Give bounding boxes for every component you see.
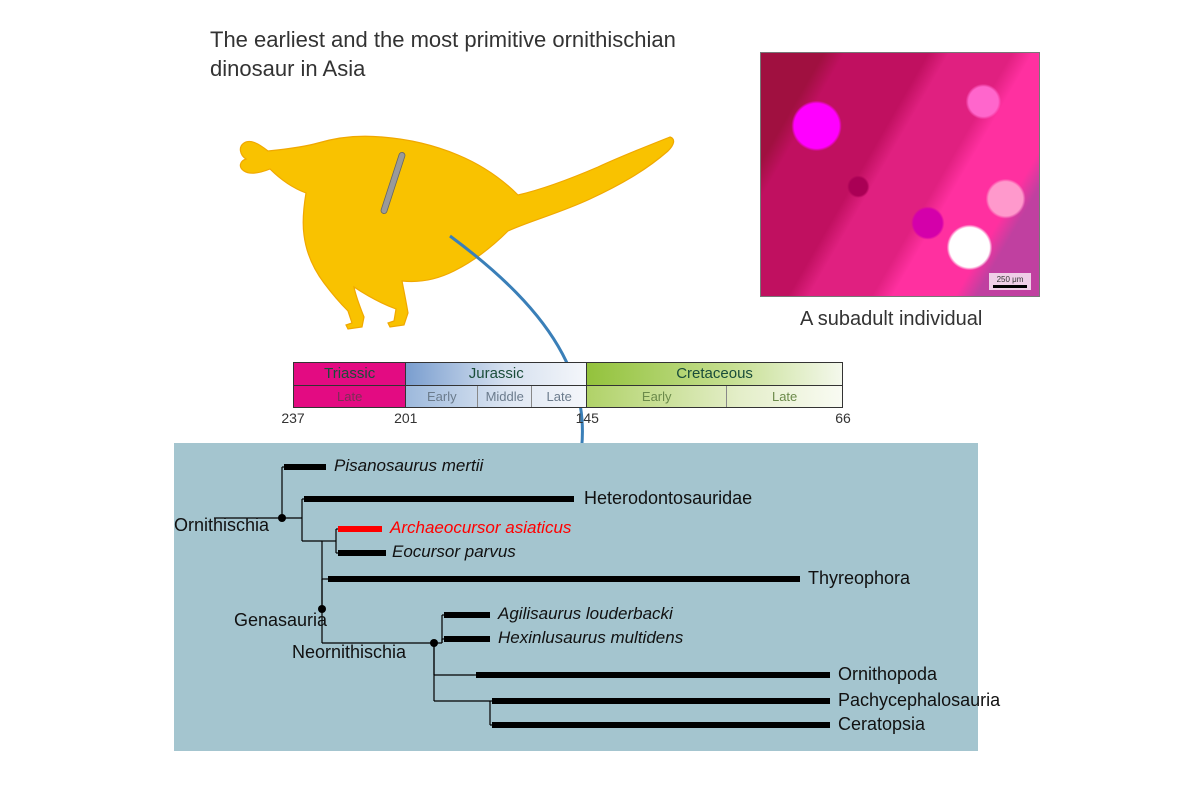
taxon-label: Archaeocursor asiaticus xyxy=(390,518,571,538)
epoch-label: Late xyxy=(532,386,586,408)
period-label: Triassic xyxy=(294,363,405,386)
timeline-ticks: 23720114566 xyxy=(293,410,843,430)
epoch-label: Late xyxy=(727,386,842,408)
taxon-label: Pisanosaurus mertii xyxy=(334,456,483,476)
period-jurassic: JurassicEarlyMiddleLate xyxy=(406,363,587,407)
timeline-tick: 145 xyxy=(576,410,599,426)
page-title: The earliest and the most primitive orni… xyxy=(210,26,730,83)
histology-image: 250 μm xyxy=(760,52,1040,297)
timeline-tick: 201 xyxy=(394,410,417,426)
taxon-label: Ornithopoda xyxy=(838,664,937,685)
taxon-label: Thyreophora xyxy=(808,568,910,589)
clade-label: Ornithischia xyxy=(174,515,269,536)
period-cretaceous: CretaceousEarlyLate xyxy=(587,363,842,407)
clade-label: Genasauria xyxy=(234,610,327,631)
timeline-tick: 237 xyxy=(281,410,304,426)
scale-bar: 250 μm xyxy=(989,273,1031,290)
taxon-label: Pachycephalosauria xyxy=(838,690,1000,711)
epoch-label: Early xyxy=(406,386,478,408)
taxon-label: Eocursor parvus xyxy=(392,542,516,562)
period-triassic: TriassicLate xyxy=(294,363,406,407)
epoch-label: Middle xyxy=(478,386,532,408)
epoch-label: Late xyxy=(294,386,405,408)
taxon-label: Hexinlusaurus multidens xyxy=(498,628,683,648)
histology-caption: A subadult individual xyxy=(800,308,982,331)
epoch-label: Early xyxy=(587,386,727,408)
taxon-label: Agilisaurus louderbacki xyxy=(498,604,673,624)
clade-label: Neornithischia xyxy=(292,642,406,663)
dinosaur-silhouette xyxy=(230,95,680,335)
geologic-timeline: TriassicLateJurassicEarlyMiddleLateCreta… xyxy=(293,362,843,408)
period-label: Cretaceous xyxy=(587,363,842,386)
taxon-label: Ceratopsia xyxy=(838,714,925,735)
cladogram-panel: Pisanosaurus mertii Heterodontosauridae Ar… xyxy=(174,443,978,751)
timeline-tick: 66 xyxy=(835,410,851,426)
period-label: Jurassic xyxy=(406,363,586,386)
taxon-label: Heterodontosauridae xyxy=(584,488,752,509)
